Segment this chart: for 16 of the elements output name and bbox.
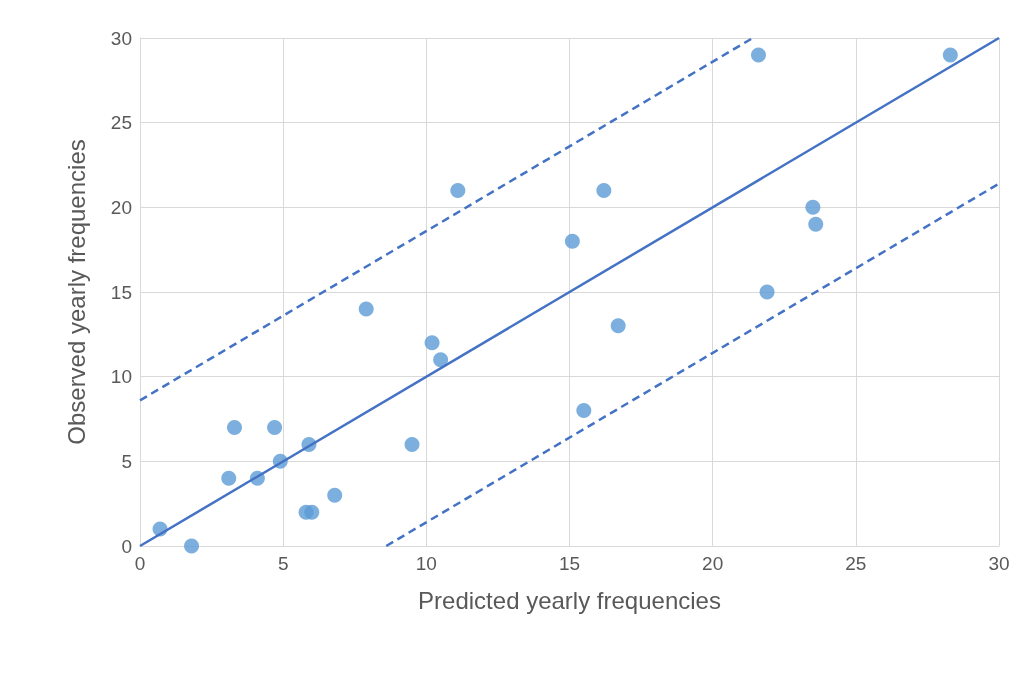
y-tick-label: 20 <box>110 196 132 218</box>
y-tick-label: 10 <box>110 366 132 388</box>
x-tick-label: 10 <box>415 553 437 574</box>
x-tick-label: 30 <box>988 553 1010 574</box>
y-tick-label: 5 <box>121 450 132 472</box>
x-tick-label: 5 <box>277 553 289 574</box>
x-tick-label: 20 <box>702 553 724 574</box>
x-tick-label: 25 <box>845 553 867 574</box>
x-axis-title: Predicted yearly frequencies <box>418 586 721 614</box>
y-tick-label: 25 <box>110 112 132 134</box>
x-tick-label: 15 <box>558 553 581 574</box>
y-axis-title: Observed yearly frequencies <box>62 139 90 445</box>
x-tick-label: 0 <box>134 553 146 574</box>
y-tick-label: 0 <box>121 535 132 557</box>
y-tick-label: 30 <box>110 27 132 49</box>
y-tick-label: 15 <box>110 281 132 303</box>
